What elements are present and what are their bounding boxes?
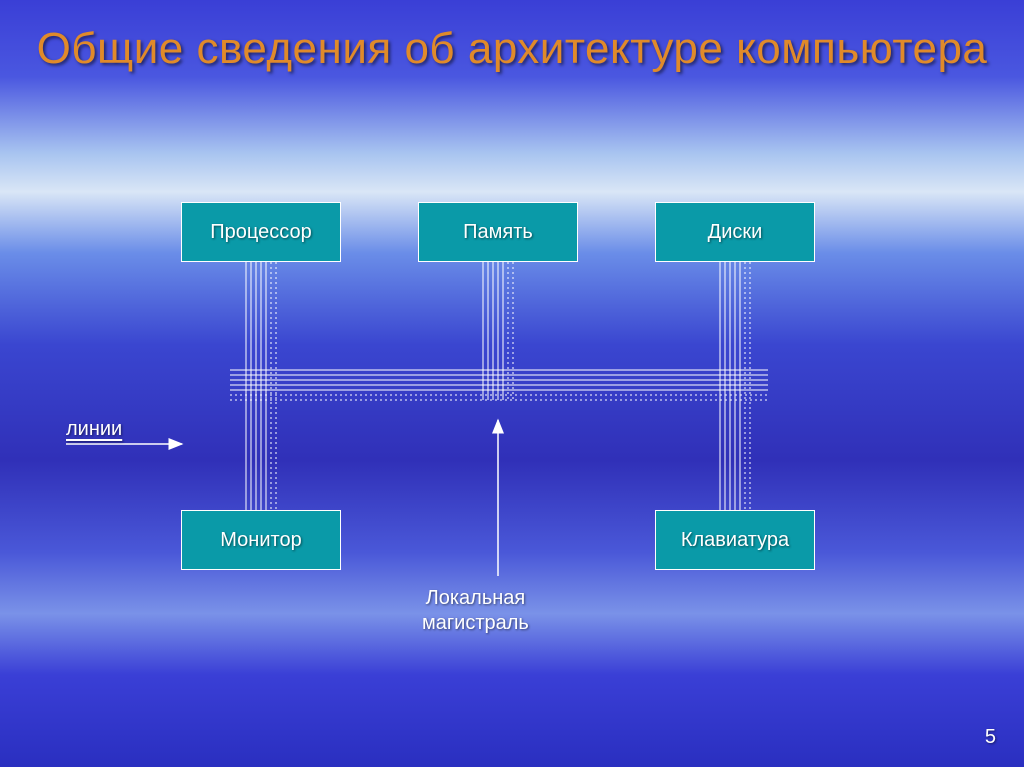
node-monitor: Монитор — [181, 510, 341, 570]
node-memory: Память — [418, 202, 578, 262]
node-keyboard: Клавиатура — [655, 510, 815, 570]
node-label: Монитор — [220, 529, 301, 552]
bus-wires — [0, 0, 1024, 767]
node-processor: Процессор — [181, 202, 341, 262]
node-label: Процессор — [210, 221, 311, 244]
node-label: Память — [463, 221, 533, 244]
node-disks: Диски — [655, 202, 815, 262]
slide-title: Общие сведения об архитектуре компьютера — [0, 24, 1024, 75]
lines-label: линии — [66, 418, 122, 441]
node-label: Диски — [708, 221, 763, 244]
node-label: Клавиатура — [681, 529, 789, 552]
slide: Общие сведения об архитектуре компьютера… — [0, 0, 1024, 767]
bus-label: Локальнаямагистраль — [422, 586, 529, 636]
page-number: 5 — [985, 726, 996, 749]
